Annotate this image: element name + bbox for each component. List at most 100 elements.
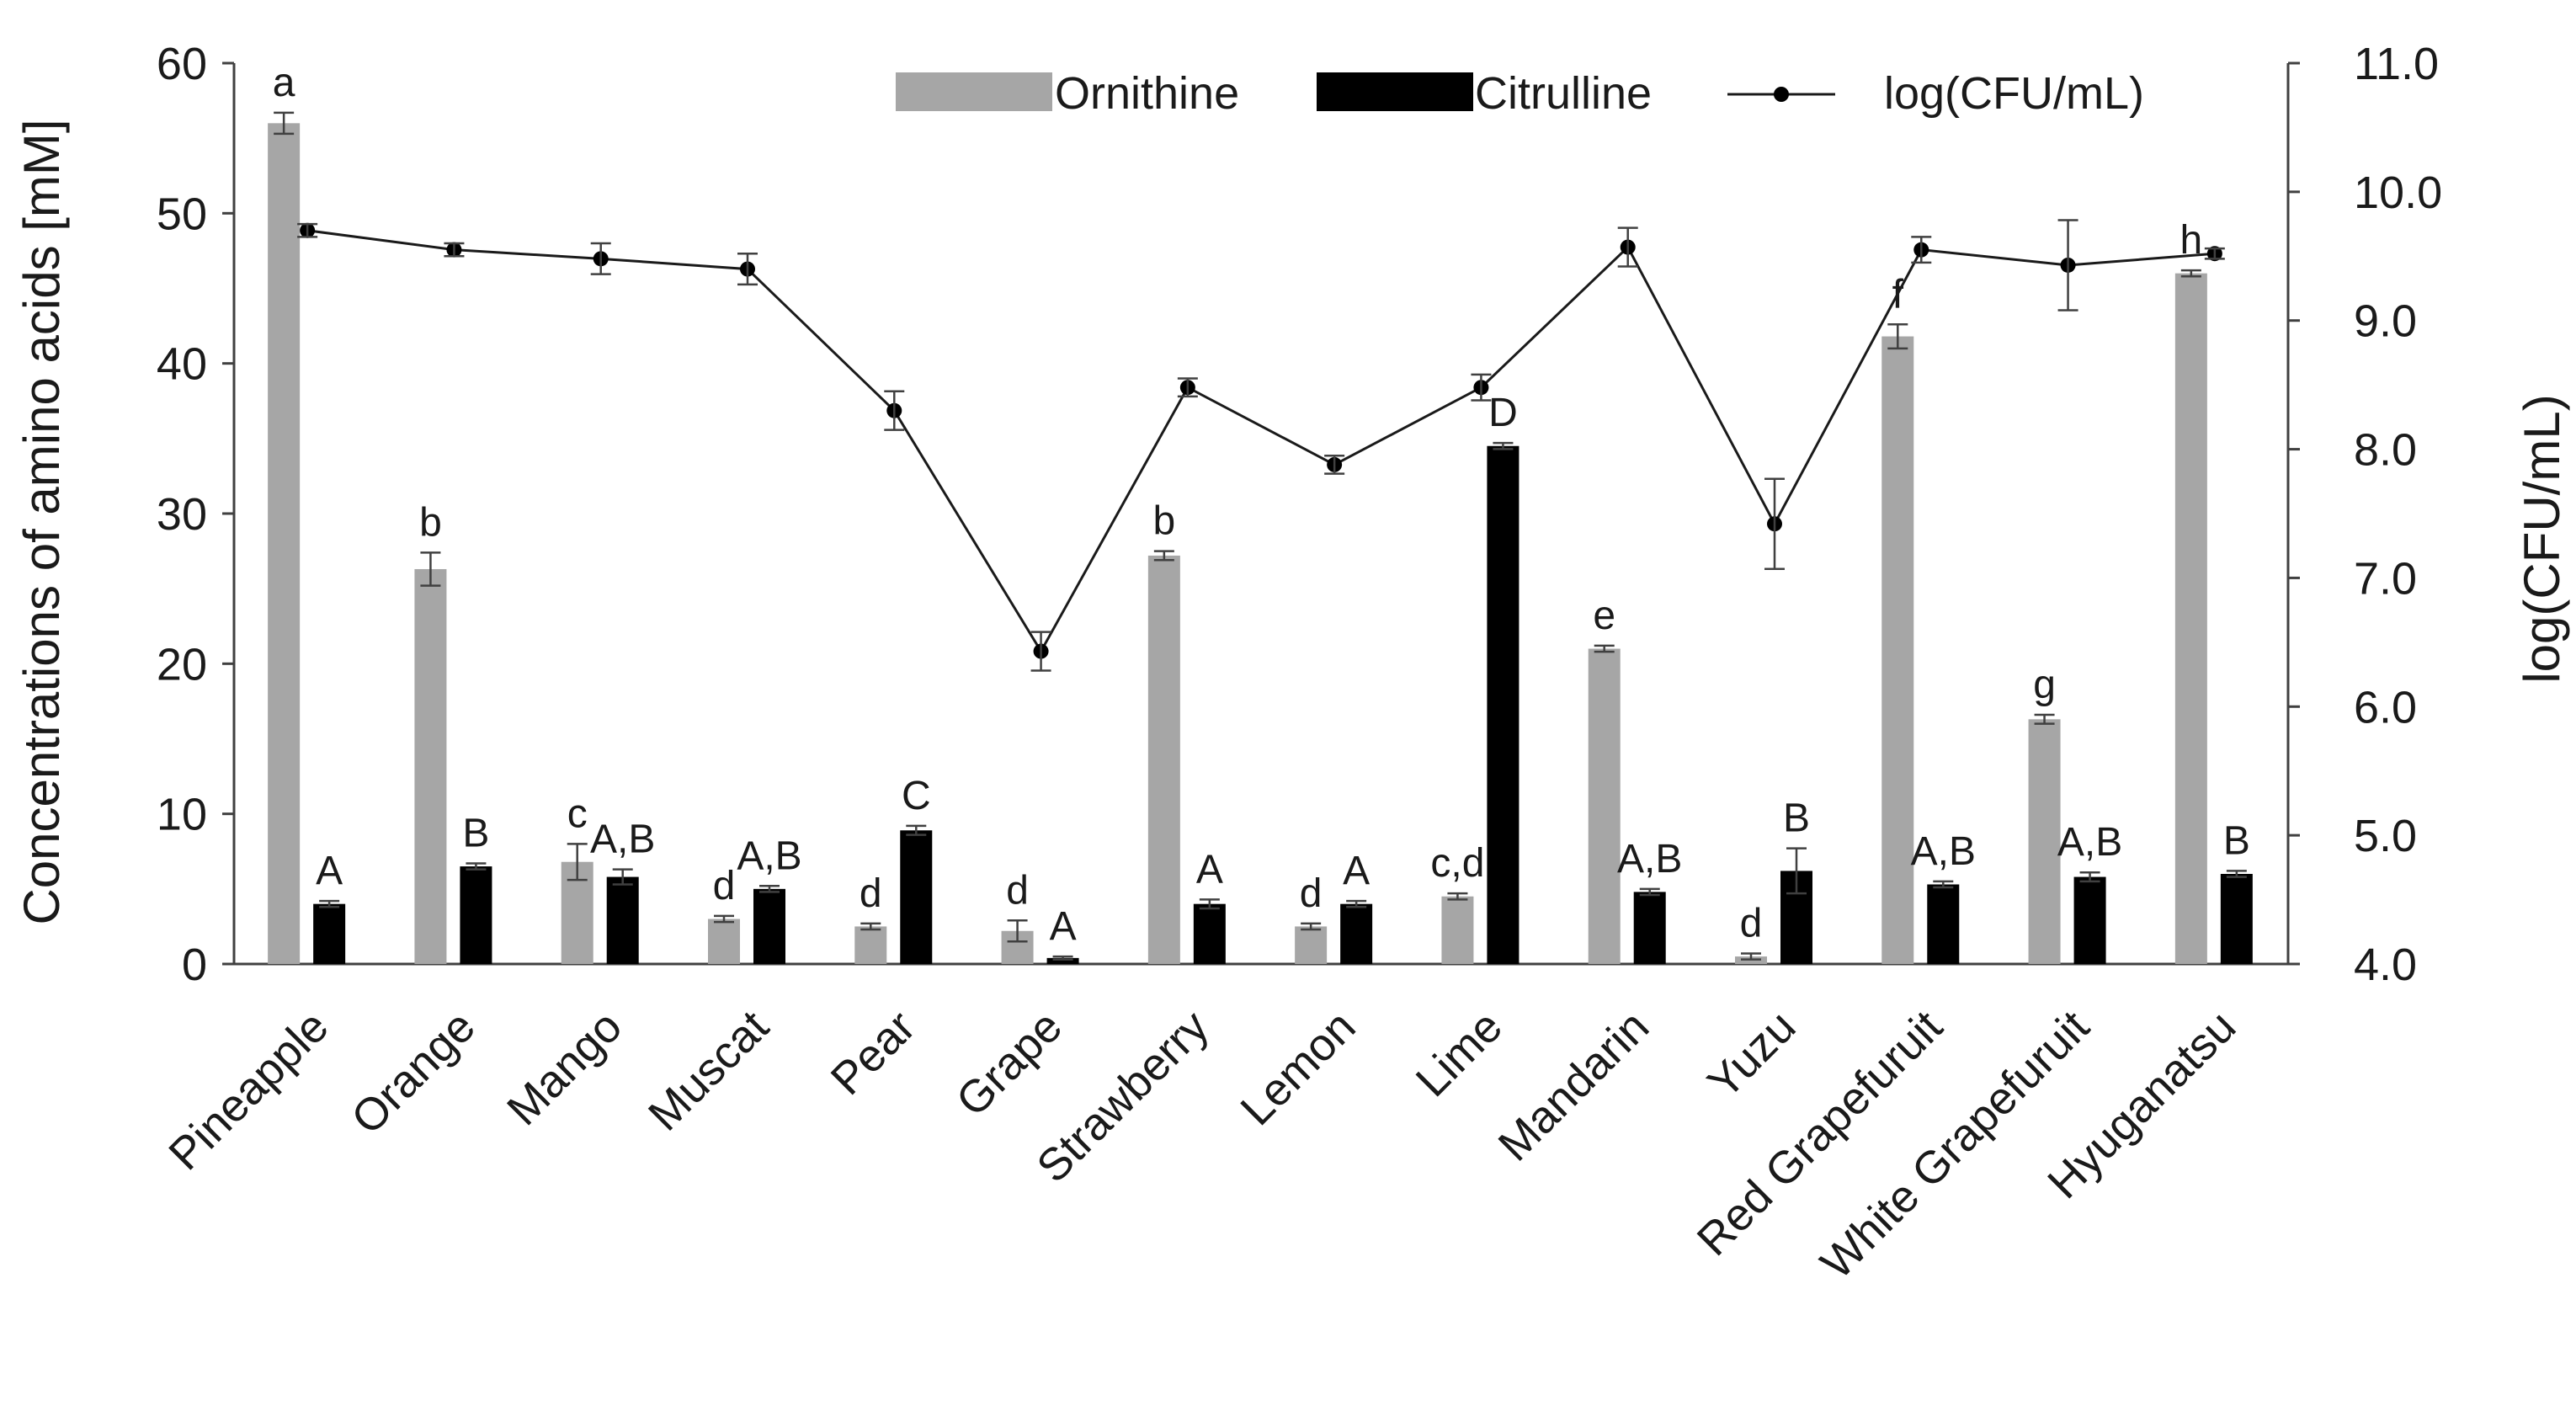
significance-label: c xyxy=(567,791,588,836)
significance-label: b xyxy=(419,500,442,545)
ornithine-bar xyxy=(268,123,301,965)
cfu-error-bar xyxy=(1764,477,1785,570)
y2-axis-title: log(CFU/mL) xyxy=(2514,394,2570,683)
citrulline-error-bar xyxy=(319,899,340,908)
ornithine-bar xyxy=(1881,336,1914,965)
ornithine-error-bar xyxy=(2034,713,2055,725)
ornithine-error-bar xyxy=(1447,892,1468,901)
significance-label: B xyxy=(2223,818,2250,863)
citrulline-error-bar xyxy=(906,824,927,836)
significance-label: A,B xyxy=(1911,829,1976,874)
citrulline-bar xyxy=(900,830,933,964)
category-label: Yuzu xyxy=(1698,1001,1805,1108)
right-tick-label: 4.0 xyxy=(2354,940,2417,990)
significance-label: C xyxy=(902,774,931,818)
cfu-error-bar xyxy=(1911,236,1932,264)
ornithine-bar xyxy=(1295,926,1328,964)
cfu-line xyxy=(306,229,2215,654)
label-layer: a b c d d d b d c,d e d f g h A B A,B A,B C A A A D A,B B A,B A,B B xyxy=(273,61,2250,961)
category-label: Orange xyxy=(342,1001,485,1144)
significance-label: f xyxy=(1892,272,1904,317)
citrulline-bar xyxy=(1046,957,1079,964)
ornithine-error-bar xyxy=(1741,952,1761,961)
left-tick-label: 0 xyxy=(182,940,207,990)
significance-label: d xyxy=(1006,868,1029,913)
ornithine-error-bar xyxy=(1301,922,1322,931)
cfu-error-bar xyxy=(2204,247,2225,260)
left-tick-label: 30 xyxy=(157,489,207,540)
significance-label: a xyxy=(273,61,295,105)
ornithine-error-bar xyxy=(1594,644,1615,653)
citrulline-error-bar xyxy=(1933,880,1954,889)
citrulline-error-bar xyxy=(1346,899,1367,908)
cfu-error-bar xyxy=(1030,631,1051,672)
legend: Ornithine Citrulline log(CFU/mL) xyxy=(896,68,2144,119)
right-tick-label: 5.0 xyxy=(2354,811,2417,861)
cfu-error-bar xyxy=(444,242,465,258)
bar-group xyxy=(268,123,2253,965)
citrulline-bar xyxy=(1633,892,1666,964)
significance-label: A xyxy=(1196,847,1223,892)
citrulline-bar xyxy=(753,888,785,964)
right-tick-label: 9.0 xyxy=(2354,296,2417,347)
category-label: Grape xyxy=(946,1001,1072,1126)
ornithine-error-bar xyxy=(860,922,881,931)
ornithine-bar xyxy=(1441,896,1474,964)
significance-label: B xyxy=(462,812,489,856)
citrulline-error-bar xyxy=(1786,847,1807,895)
citrulline-error-bar xyxy=(466,862,487,871)
category-label: Lemon xyxy=(1231,1001,1365,1135)
significance-label: h xyxy=(2180,218,2203,263)
cfu-error-bar xyxy=(1471,373,1492,402)
ornithine-bar xyxy=(708,919,740,964)
cfu-error-bar xyxy=(2057,219,2078,312)
left-tick-label: 40 xyxy=(157,339,207,390)
left-tick-label: 60 xyxy=(157,39,207,89)
ornithine-error-bar xyxy=(420,551,441,587)
category-label: Pineapple xyxy=(159,1001,338,1180)
significance-label: d xyxy=(860,871,882,916)
category-label: Mango xyxy=(498,1001,631,1135)
left-tick-label: 20 xyxy=(157,639,207,690)
ornithine-bar xyxy=(2028,719,2061,964)
category-label: Pear xyxy=(822,1001,925,1105)
category-label: White Grapefuruit xyxy=(1811,1001,2099,1289)
citrulline-error-bar xyxy=(2226,870,2247,878)
legend-swatch-ornithine xyxy=(896,72,1052,111)
significance-label: A,B xyxy=(2057,820,2122,865)
citrulline-bar xyxy=(1340,903,1373,964)
citrulline-error-bar xyxy=(1199,898,1220,910)
category-label: Lime xyxy=(1407,1001,1512,1106)
y-axis-title: Concentrations of amino acids [mM] xyxy=(13,119,70,924)
cfu-error-bar xyxy=(737,252,758,286)
ornithine-error-bar xyxy=(1007,919,1028,943)
significance-label: A,B xyxy=(1617,837,1682,881)
citrulline-error-bar xyxy=(1639,887,1660,897)
ornithine-bar xyxy=(414,568,447,964)
significance-label: c,d xyxy=(1430,841,1484,886)
significance-label: d xyxy=(1300,871,1323,916)
right-tick-label: 7.0 xyxy=(2354,553,2417,604)
ornithine-bar xyxy=(1147,555,1180,964)
citrulline-bar xyxy=(1193,903,1226,964)
right-tick-label: 8.0 xyxy=(2354,425,2417,476)
citrulline-error-bar xyxy=(1493,441,1514,450)
significance-label: A xyxy=(1343,849,1370,893)
left-tick-label: 50 xyxy=(157,189,207,239)
category-label: Mandarin xyxy=(1489,1001,1659,1171)
ornithine-error-bar xyxy=(567,843,588,881)
ornithine-bar xyxy=(2174,273,2207,965)
cfu-error-bar xyxy=(1177,377,1198,398)
significance-label: D xyxy=(1488,391,1518,435)
significance-label: d xyxy=(1740,902,1763,946)
cfu-error-bar xyxy=(1617,226,1638,268)
legend-label-citrulline: Citrulline xyxy=(1475,68,1652,119)
citrulline-bar xyxy=(2073,876,2106,964)
citrulline-bar xyxy=(606,876,639,964)
right-tick-label: 6.0 xyxy=(2354,682,2417,732)
right-tick-label: 10.0 xyxy=(2354,168,2442,218)
significance-label: A,B xyxy=(590,818,655,862)
left-tick-label: 10 xyxy=(157,790,207,840)
citrulline-error-bar xyxy=(1052,955,1073,961)
